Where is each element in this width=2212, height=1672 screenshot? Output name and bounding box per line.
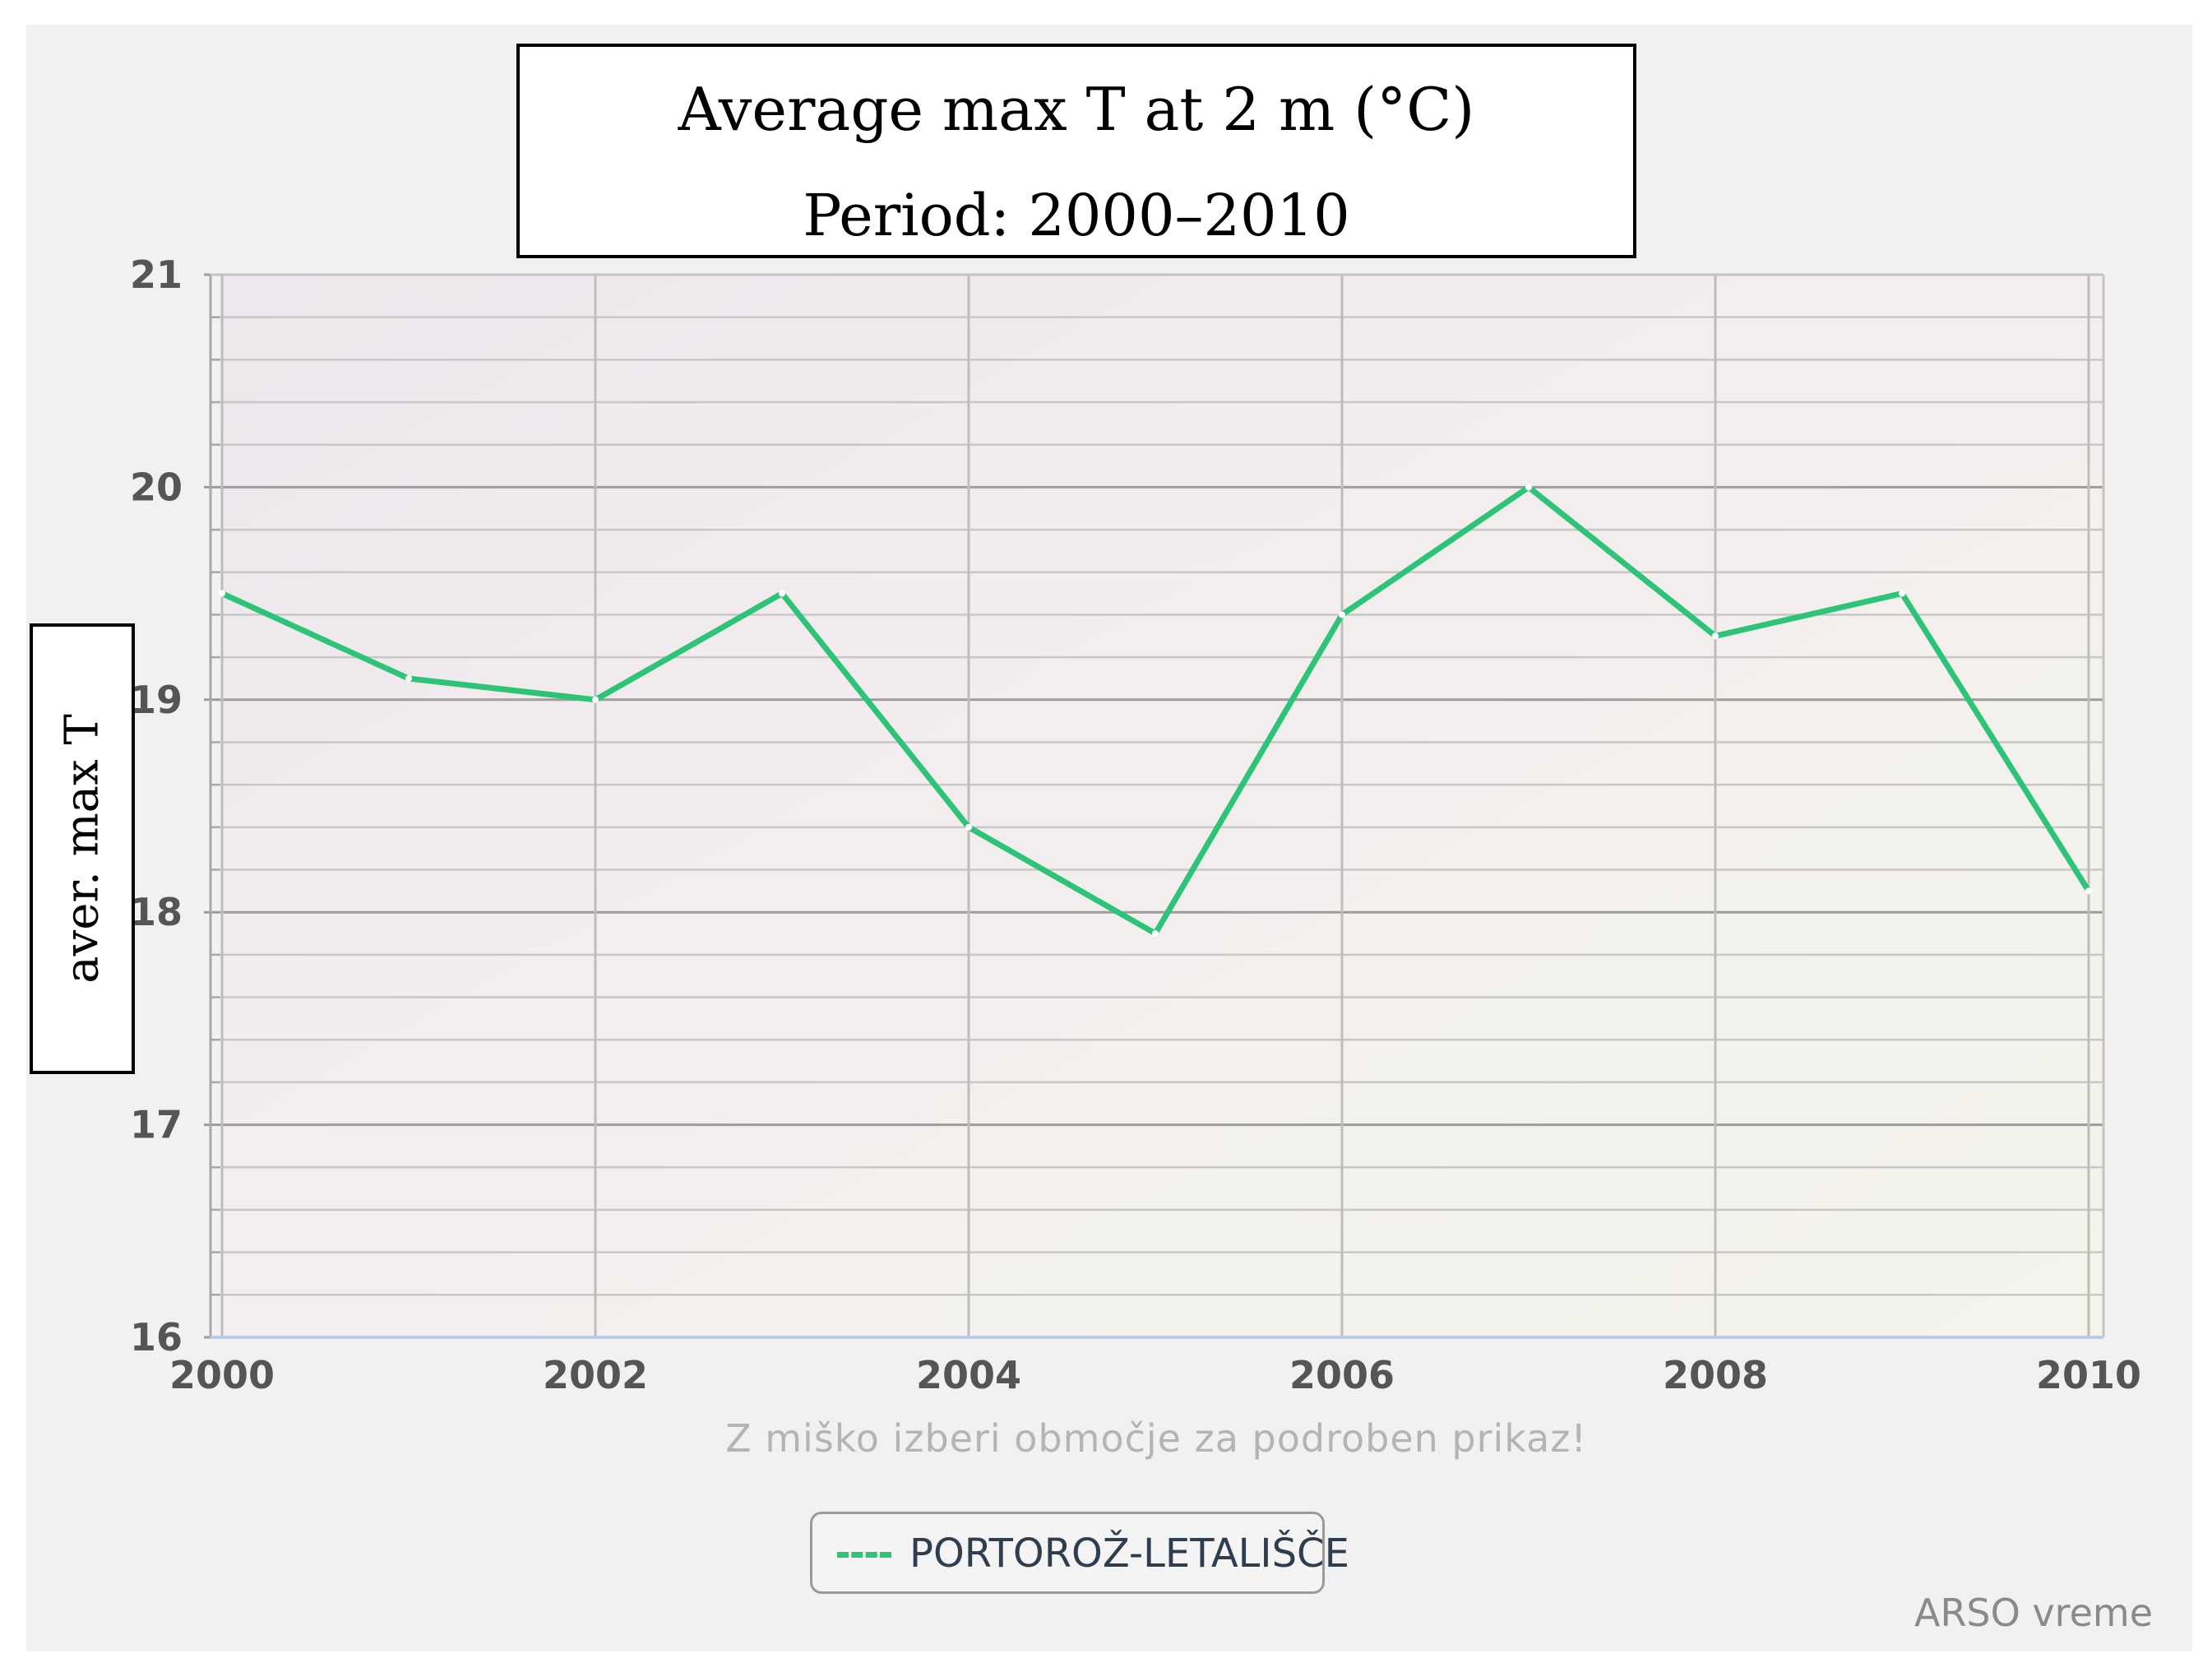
x-tick-label: 2004 (916, 1353, 1021, 1397)
data-point (592, 696, 599, 703)
minor-gridlines (211, 316, 2103, 1296)
y-axis-label-box: aver. max T (30, 623, 135, 1074)
y-tick-label: 16 (130, 1315, 183, 1359)
zoom-hint: Z miško izberi območje za podroben prika… (725, 1416, 1587, 1461)
data-point (1339, 611, 1345, 618)
legend-swatch (837, 1552, 891, 1558)
axes (209, 273, 2105, 1339)
data-point (2085, 887, 2092, 895)
x-tick-label: 2006 (1289, 1353, 1395, 1397)
x-tick-label: 2008 (1663, 1353, 1768, 1397)
x-tick-labels: 2000 2002 2004 2006 2008 2010 (169, 1353, 2141, 1397)
legend[interactable]: PORTOROŽ-LETALIŠČE (810, 1512, 1349, 1594)
x-tick-label: 2000 (169, 1353, 275, 1397)
y-tick-label: 19 (130, 678, 183, 722)
data-point (1152, 930, 1159, 938)
plot-area[interactable] (222, 275, 2103, 1337)
data-point (965, 823, 972, 831)
y-tick-label: 20 (130, 465, 183, 509)
data-point (219, 590, 225, 597)
chart-title: Average max T at 2 m (°C) (678, 75, 1475, 144)
series-layer (219, 484, 2092, 938)
data-point (1525, 484, 1532, 491)
chart-title-box: Average max T at 2 m (°C) Period: 2000–2… (516, 44, 1636, 258)
data-point (405, 674, 412, 682)
y-tick-label: 18 (130, 890, 183, 934)
chart-subtitle: Period: 2000–2010 (803, 182, 1350, 249)
y-axis-label: aver. max T (55, 714, 109, 984)
credit-text: ARSO vreme (1914, 1591, 2153, 1635)
data-point (1712, 632, 1719, 640)
x-tick-label: 2010 (2036, 1353, 2141, 1397)
data-point (779, 590, 785, 597)
data-point (1899, 590, 1905, 597)
x-tick-label: 2002 (543, 1353, 648, 1397)
y-tick-label: 21 (130, 252, 183, 297)
legend-series-name: PORTOROŽ-LETALIŠČE (909, 1531, 1349, 1577)
y-tick-labels: 16 17 18 19 20 21 (130, 252, 183, 1359)
y-tick-label: 17 (130, 1103, 183, 1147)
